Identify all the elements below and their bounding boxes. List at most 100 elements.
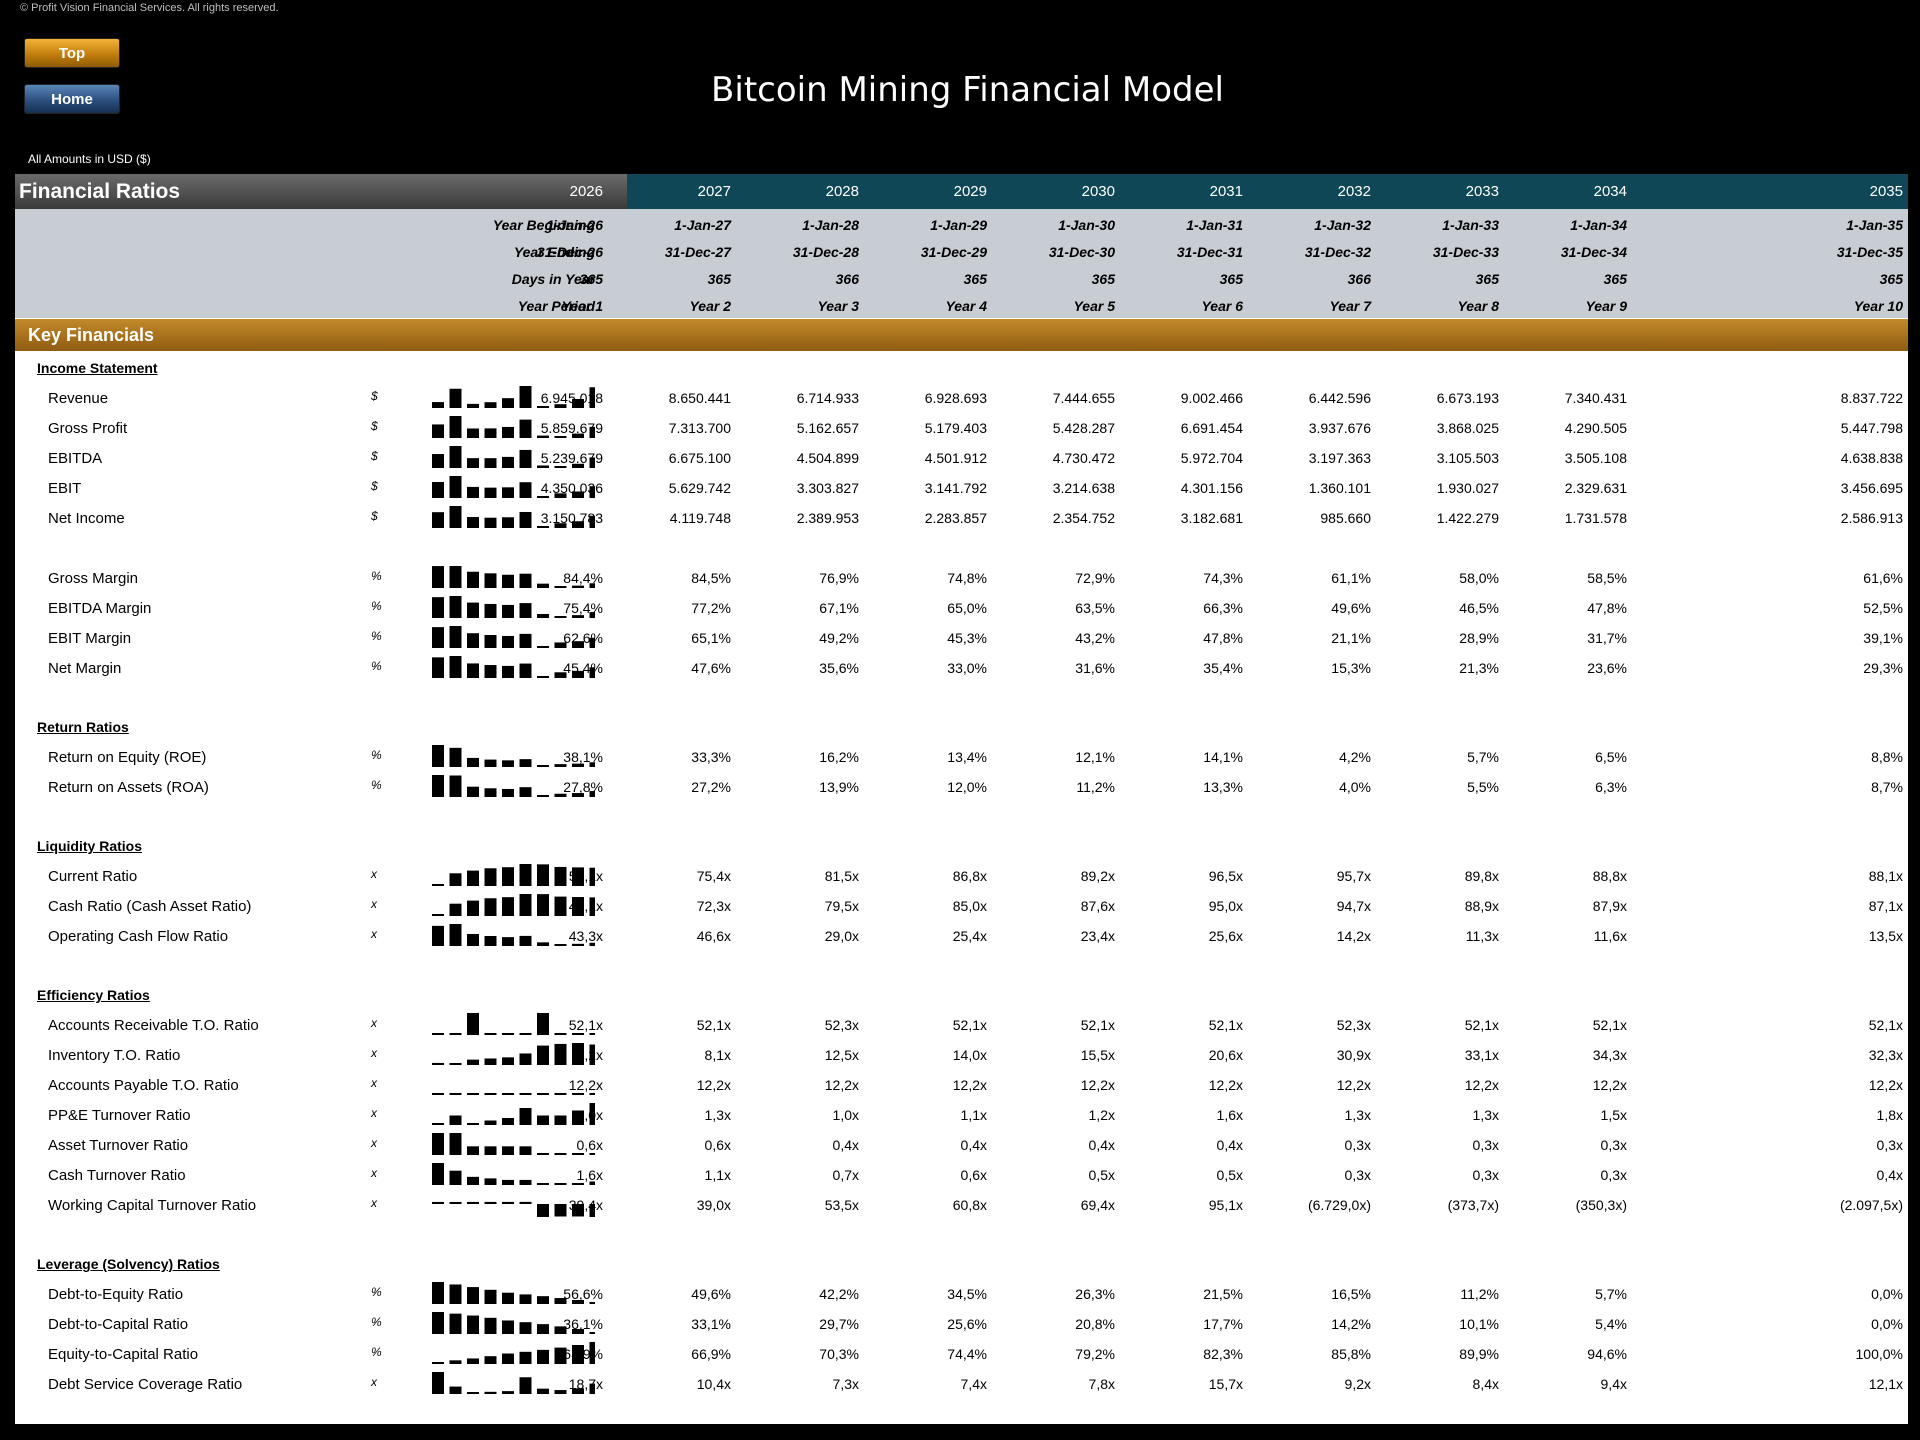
ratio-value: 4.290.505	[1564, 420, 1627, 436]
sparkline-bar	[484, 665, 497, 678]
period-value: 31-Dec-31	[1176, 244, 1243, 260]
sparkline-bar	[502, 1118, 514, 1125]
period-value: Year 5	[1073, 298, 1115, 314]
period-row-label: Year Ending	[513, 244, 595, 260]
sparkline	[432, 656, 595, 678]
ratio-value: 58,0%	[1459, 570, 1499, 586]
sparkline-bar	[572, 897, 584, 916]
ratio-value: 25,6x	[1208, 928, 1243, 944]
sparkline-bar	[449, 873, 462, 886]
sparkline-bar	[589, 1181, 595, 1185]
ratio-value: 20,8%	[1075, 1316, 1115, 1332]
ratio-value: 95,7x	[1336, 868, 1371, 884]
ratio-value: 0,6x	[960, 1167, 987, 1183]
sparkline-bar	[554, 1033, 567, 1035]
sparkline-bar	[537, 1296, 549, 1304]
ratio-value: 12,2x	[824, 1077, 859, 1093]
ratio-value: 7.444.655	[1052, 390, 1115, 406]
ratio-value: 0,3x	[1876, 1137, 1903, 1153]
ratio-value: 13,3%	[1203, 779, 1243, 795]
ratio-value: 52,3x	[1336, 1017, 1371, 1033]
year-header: 2032	[1337, 183, 1371, 200]
sparkline-bar	[572, 793, 584, 797]
ratio-value: 12,2x	[1592, 1077, 1627, 1093]
period-value: 365	[1475, 271, 1499, 287]
sparkline-bar	[432, 1362, 444, 1364]
ratio-value: 5,4%	[1595, 1316, 1627, 1332]
sparkline-bar	[572, 463, 584, 468]
sparkline-bar	[432, 1282, 444, 1304]
ratio-value: 52,1x	[1868, 1017, 1903, 1033]
top-button[interactable]: Top	[24, 38, 120, 68]
sparkline-bar	[554, 523, 567, 528]
ratio-value: 35,6%	[819, 660, 859, 676]
ratio-label: Revenue	[48, 390, 109, 407]
sparkline-bar	[484, 1120, 497, 1125]
ratio-value: 1,6x	[576, 1167, 603, 1183]
ratio-value: 23,4x	[1080, 928, 1115, 944]
ratio-value: 1,3x	[704, 1107, 731, 1123]
sparkline-bar	[572, 1110, 584, 1125]
sparkline-bar	[432, 925, 444, 946]
sparkline-bar	[572, 641, 584, 648]
ratio-value: 79,5x	[824, 898, 859, 914]
ratio-value: 34,5%	[947, 1286, 987, 1302]
sparkline-bar	[502, 1353, 514, 1364]
year-header: 2031	[1209, 183, 1243, 200]
sparkline-bar	[449, 1170, 462, 1185]
sparkline-bar	[502, 665, 514, 678]
sparkline-bar	[537, 646, 549, 648]
ratio-value: 33,0%	[947, 660, 987, 676]
sparkline-bar	[484, 1356, 497, 1364]
ratio-value: 95,1x	[1208, 1197, 1243, 1213]
ratio-label: Return on Assets (ROA)	[48, 779, 209, 796]
sparkline-bar	[449, 506, 462, 528]
ratio-value: 5.859.679	[540, 420, 603, 436]
ratio-label: Inventory T.O. Ratio	[48, 1047, 181, 1064]
sparkline-bar	[484, 603, 497, 618]
ratio-value: 87,9x	[1592, 898, 1627, 914]
ratio-value: 34,3x	[1592, 1047, 1627, 1063]
currency-note: All Amounts in USD ($)	[28, 152, 151, 166]
sparkline-bar	[537, 676, 549, 678]
sparkline-bar	[554, 616, 567, 618]
ratio-value: 94,7x	[1336, 898, 1371, 914]
ratio-value: 23,6%	[1587, 660, 1627, 676]
ratio-value: 85,0x	[952, 898, 987, 914]
ratio-value: 20,6x	[1208, 1047, 1243, 1063]
sparkline-bar	[589, 457, 595, 468]
ratio-value: 3.937.676	[1308, 420, 1371, 436]
sparkline-bar	[519, 573, 532, 588]
ratio-value: 74,3%	[1203, 570, 1243, 586]
ratio-value: 12,2x	[952, 1077, 987, 1093]
sparkline-bar	[589, 1033, 595, 1035]
sparkline-bar	[537, 1204, 549, 1217]
sparkline-bar	[537, 1115, 549, 1125]
sparkline	[432, 775, 595, 797]
ratio-value: 0,6x	[704, 1137, 731, 1153]
ratio-value: 1,2x	[1088, 1107, 1115, 1123]
sparkline-bar	[432, 481, 444, 498]
sparkline-bar	[449, 1360, 462, 1364]
ratio-value: 16,2%	[819, 749, 859, 765]
unit-symbol: x	[371, 1016, 377, 1030]
ratio-value: 2.283.857	[924, 510, 987, 526]
sparkline-bar	[484, 635, 497, 648]
ratio-value: 61,1%	[1331, 570, 1371, 586]
ratio-label: Return on Equity (ROE)	[48, 749, 207, 766]
sparkline-bar	[449, 626, 462, 648]
ratio-value: 30,9x	[1336, 1047, 1371, 1063]
ratio-value: 0,3x	[1344, 1137, 1371, 1153]
period-value: 365	[707, 271, 731, 287]
sparkline	[432, 745, 595, 767]
sparkline-bar	[467, 517, 479, 528]
sparkline-bar	[519, 1093, 532, 1095]
home-button[interactable]: Home	[24, 84, 120, 114]
ratio-value: 0,6x	[576, 1137, 603, 1153]
sparkline-bar	[467, 786, 479, 797]
sparkline-bar	[484, 1201, 497, 1204]
sparkline-bar	[484, 788, 497, 797]
ratio-value: 16,5%	[1331, 1286, 1371, 1302]
ratio-value: 3.214.638	[1052, 480, 1115, 496]
ratio-value: 49,6%	[1331, 600, 1371, 616]
